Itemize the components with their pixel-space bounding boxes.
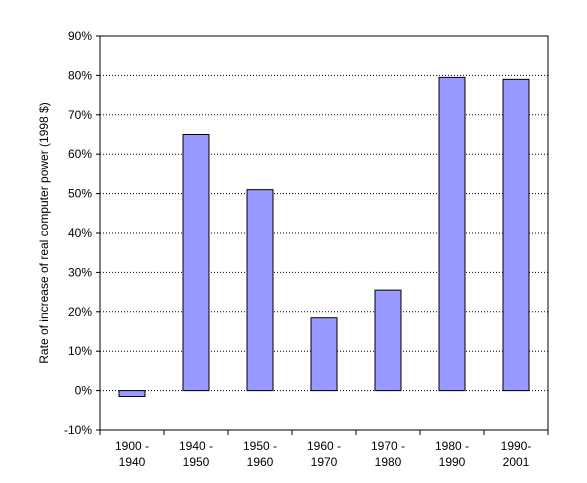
bar (118, 390, 146, 398)
x-tick-labels: 1900 -1940 1940 -1950 1950 -1960 1960 -1970… (115, 439, 531, 469)
y-tick-label: 80% (68, 68, 92, 82)
y-tick-label: 70% (68, 108, 92, 122)
y-tick-label: 20% (68, 305, 92, 319)
y-tick-label: 60% (68, 147, 92, 161)
x-tick-label: 1900 -1940 (115, 439, 149, 469)
y-tick-label: 10% (68, 344, 92, 358)
y-tick-label: 30% (68, 265, 92, 279)
y-tick-label: 50% (68, 187, 92, 201)
bars (118, 76, 530, 398)
y-tick-label: 40% (68, 226, 92, 240)
y-tick-label: -10% (64, 423, 92, 437)
bar (438, 76, 466, 392)
y-axis-title: Rate of increase of real computer power … (37, 102, 51, 363)
bar (182, 134, 210, 392)
x-tick-label: 1990-2001 (501, 439, 532, 469)
plot-frame (99, 35, 549, 431)
x-tick-label: 1960 -1970 (307, 439, 341, 469)
y-tick-label: 90% (68, 29, 92, 43)
bar (246, 189, 274, 392)
bar (310, 317, 338, 392)
x-tick-label: 1980 -1990 (435, 439, 469, 469)
x-tick-label: 1940 -1950 (179, 439, 213, 469)
bar (502, 78, 530, 392)
x-tick-label: 1950 -1960 (243, 439, 277, 469)
y-tick-label: 0% (75, 384, 93, 398)
x-tick-label: 1970 -1980 (371, 439, 405, 469)
bar (374, 289, 402, 392)
axes (96, 35, 549, 435)
y-tick-labels: -10% 0% 10% 20% 30% 40% 50% 60% 70% 80% 90% (64, 29, 92, 437)
